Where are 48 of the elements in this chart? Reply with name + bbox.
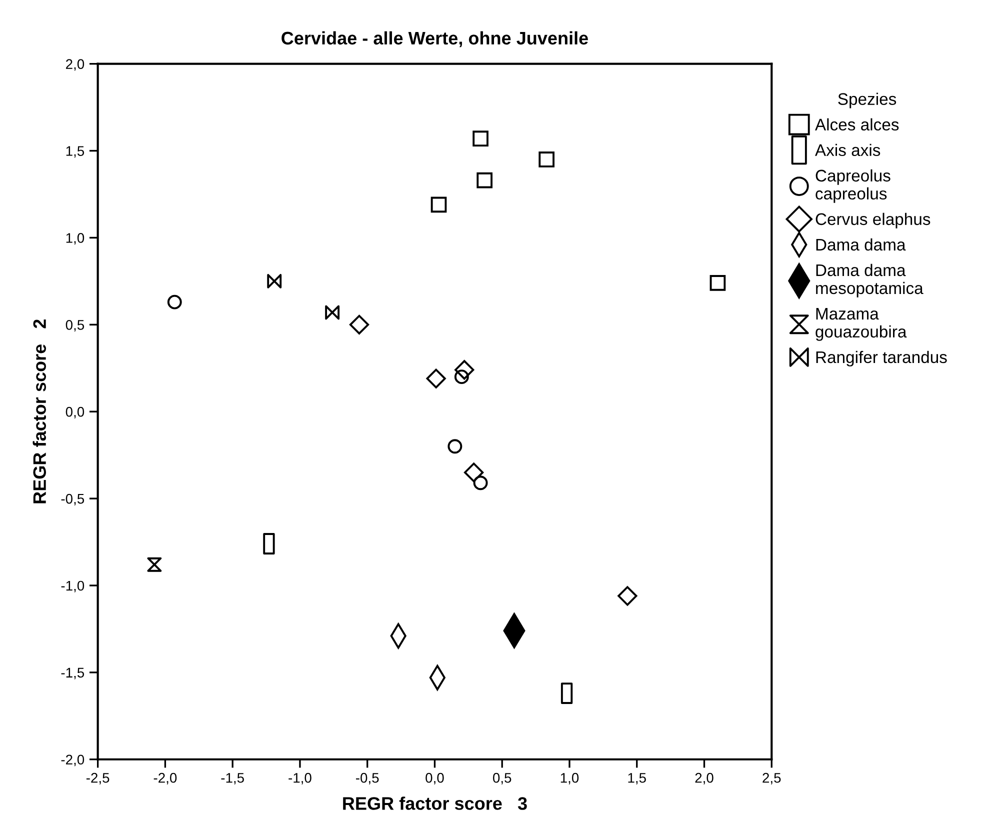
point: [325, 305, 340, 320]
point: [448, 439, 462, 454]
legend-label: Axis axis: [814, 144, 880, 156]
legend-label: Rangifer tarandus: [816, 350, 947, 366]
legend-label: Mazama gouazoubira: [816, 308, 907, 341]
y-tick-label: 0,5: [66, 320, 84, 332]
x-tick-label: -0,5: [356, 772, 379, 784]
y-tick-label: 2,0: [66, 59, 84, 71]
point: [476, 172, 492, 188]
point: [472, 130, 488, 147]
x-tick-label: 1,0: [560, 772, 579, 784]
point: [147, 557, 162, 572]
point: [473, 476, 488, 490]
y-tick-label: -2,0: [61, 754, 84, 766]
point: [464, 462, 484, 482]
legend-label: Dama dama mesopotamica: [816, 264, 924, 298]
point: [618, 586, 638, 606]
y-tick-label: 0,0: [66, 406, 84, 418]
chart-title: Cervidae - alle Werte, ohne Juvenile: [282, 31, 588, 48]
point: [426, 368, 446, 388]
point: [538, 152, 554, 168]
x-tick-label: 2,0: [695, 772, 714, 784]
x-tick-label: -2,5: [86, 772, 110, 784]
point: [349, 314, 370, 334]
point: [710, 275, 726, 291]
x-tick-label: 2,5: [762, 772, 781, 784]
point: [167, 294, 182, 310]
point: [454, 360, 474, 380]
point: [430, 196, 447, 213]
y-tick-label: 1,0: [66, 233, 84, 245]
x-tick-label: 1,5: [628, 773, 646, 784]
y-tick-label: -0,5: [61, 494, 84, 506]
x-axis-title: REGR factor score 3: [343, 796, 527, 810]
x-tick-label: 0,5: [492, 772, 512, 784]
y-axis-title: REGR factor score 2: [32, 320, 46, 504]
x-tick-label: 0,0: [426, 772, 444, 784]
legend-label: Dama dama: [816, 238, 906, 251]
x-tick-label: -2,0: [154, 772, 177, 784]
x-tick-label: -1,5: [221, 773, 244, 784]
legend-label: Cervus elaphus: [816, 212, 930, 228]
y-tick-label: -1,0: [61, 580, 84, 592]
legend-title: Spezies: [838, 92, 896, 108]
y-tick-label: 1,5: [66, 146, 84, 158]
x-tick-label: -1,0: [288, 772, 312, 784]
legend-label: Alces alces: [814, 118, 899, 131]
y-tick-label: -1,5: [61, 668, 84, 680]
point: [267, 274, 282, 288]
legend-label: Capreolus capreolus: [816, 169, 890, 203]
